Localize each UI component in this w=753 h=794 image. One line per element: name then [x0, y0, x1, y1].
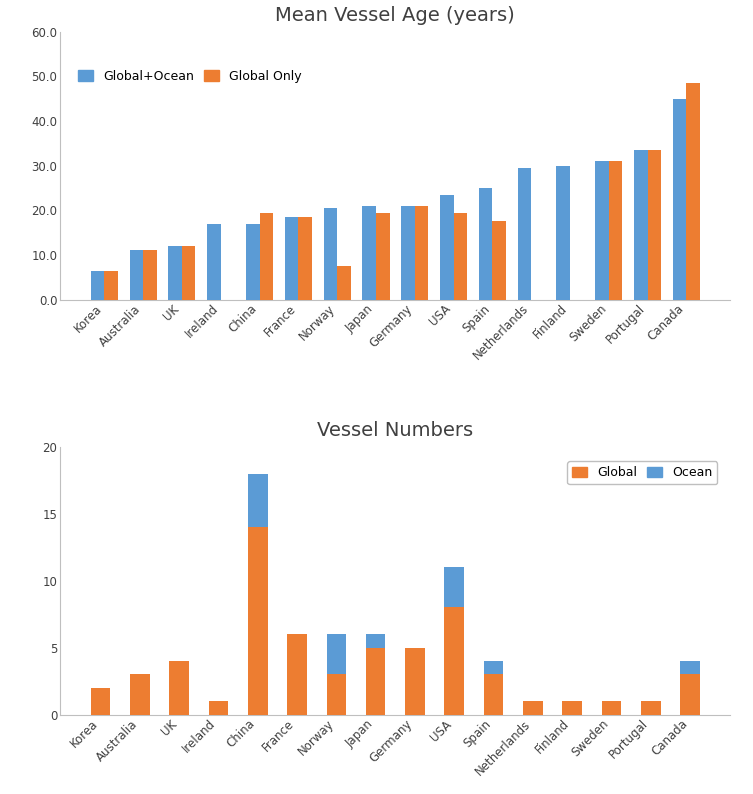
Bar: [248, 473, 267, 527]
Bar: [362, 206, 376, 299]
Legend: Global, Ocean: Global, Ocean: [567, 461, 718, 484]
Legend: Global+Ocean, Global Only: Global+Ocean, Global Only: [73, 65, 306, 88]
Bar: [444, 568, 464, 607]
Bar: [327, 634, 346, 674]
Bar: [479, 188, 492, 299]
Bar: [90, 688, 111, 715]
Bar: [324, 208, 337, 299]
Bar: [444, 607, 464, 715]
Bar: [366, 634, 386, 648]
Bar: [608, 161, 622, 299]
Bar: [401, 206, 415, 299]
Bar: [672, 98, 687, 299]
Bar: [327, 674, 346, 715]
Bar: [248, 527, 267, 715]
Bar: [285, 217, 298, 299]
Bar: [595, 161, 608, 299]
Title: Vessel Numbers: Vessel Numbers: [317, 421, 474, 440]
Bar: [405, 648, 425, 715]
Bar: [298, 217, 312, 299]
Bar: [182, 246, 196, 299]
Bar: [680, 674, 700, 715]
Bar: [337, 266, 351, 299]
Bar: [207, 224, 221, 299]
Bar: [287, 634, 307, 715]
Bar: [562, 701, 582, 715]
Bar: [680, 661, 700, 674]
Bar: [130, 250, 143, 299]
Bar: [104, 271, 118, 299]
Bar: [483, 674, 504, 715]
Bar: [556, 166, 570, 299]
Bar: [453, 213, 467, 299]
Bar: [209, 701, 228, 715]
Bar: [648, 150, 661, 299]
Bar: [130, 674, 150, 715]
Bar: [440, 195, 453, 299]
Bar: [523, 701, 543, 715]
Bar: [169, 661, 189, 715]
Bar: [492, 222, 506, 299]
Bar: [687, 83, 700, 299]
Bar: [260, 213, 273, 299]
Bar: [246, 224, 260, 299]
Bar: [415, 206, 428, 299]
Bar: [143, 250, 157, 299]
Bar: [602, 701, 621, 715]
Bar: [376, 213, 389, 299]
Bar: [517, 168, 531, 299]
Bar: [634, 150, 648, 299]
Title: Mean Vessel Age (years): Mean Vessel Age (years): [276, 6, 515, 25]
Bar: [90, 271, 104, 299]
Bar: [483, 661, 504, 674]
Bar: [169, 246, 182, 299]
Bar: [366, 648, 386, 715]
Bar: [641, 701, 660, 715]
